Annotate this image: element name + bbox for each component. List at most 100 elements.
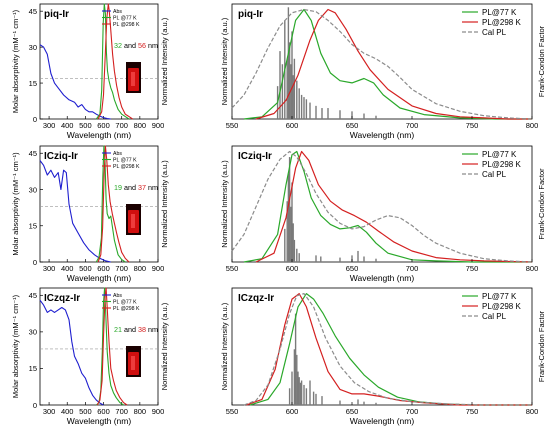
right-panel-3-y-axis-label: Normalized Intensity (a.u.): [220, 302, 229, 390]
left-panel-1-annotation-unit: nm: [148, 41, 158, 50]
left-panel-3-y-tick-label: 30: [29, 328, 37, 337]
left-panel-1-x-tick-label: 900: [152, 121, 165, 130]
left-panel-1-x-tick-label: 500: [79, 121, 92, 130]
left-panel-1-vial-highlight: [131, 72, 135, 86]
left-panel-2-legend-label: PL @77 K: [113, 158, 137, 164]
left-panel-3-x-tick-label: 400: [61, 407, 74, 416]
left-panel-2-x-tick-label: 300: [43, 264, 56, 273]
left-panel-1-x-tick-label: 800: [134, 121, 147, 130]
left-panel-2-title: ICziq-Ir: [44, 151, 78, 162]
left-panel-2-annotation-unit: nm: [148, 183, 158, 192]
left-panel-2-x-axis-label: Wavelength (nm): [67, 273, 132, 283]
left-panel-3-annotation-value-77k: 21: [114, 325, 122, 334]
left-panel-1-frame: [39, 3, 159, 120]
left-panel-3-legend-label: Abs: [113, 293, 122, 299]
left-panel-2-x-tick-label: 400: [61, 264, 74, 273]
right-panel-3-x-axis-label: Wavelength (nm): [350, 416, 415, 426]
right-panel-2-x-tick-label: 550: [226, 264, 239, 273]
left-panel-2-annotation-value-298k: 37: [138, 183, 146, 192]
right-panel-1-x-tick-label: 550: [226, 121, 239, 130]
right-panel-1-x-tick-label: 750: [466, 121, 479, 130]
left-panel-3-annotation-unit: nm: [148, 325, 158, 334]
right-panel-2-series-pl77: [243, 150, 532, 263]
right-panel-1-series-pl77: [243, 8, 532, 120]
right-panel-3-x-tick-label: 650: [346, 407, 359, 416]
left-panel-2-y2-axis-label: Normalized Intensity (a.u.): [160, 160, 169, 248]
left-panel-1-y-tick-label: 0: [33, 115, 37, 124]
left-panel-3-y2-axis-label: Normalized Intensity (a.u.): [160, 302, 169, 390]
left-panel-2-y-tick-label: 15: [29, 222, 37, 231]
right-panel-3-legend-label: PL@77 K: [482, 292, 517, 301]
left-panel-2-x-tick-label: 600: [97, 264, 110, 273]
right-panel-3-legend-label: PL@298 K: [482, 302, 521, 311]
left-panel-3-y-tick-label: 15: [29, 364, 37, 373]
left-panel-3-y-tick-label: 0: [33, 401, 37, 410]
right-panel-1-x-tick-label: 600: [286, 121, 299, 130]
left-panel-2-legend-label: PL @298 K: [113, 164, 140, 170]
right-panel-1-x-tick-label: 700: [406, 121, 419, 130]
left-panel-3-legend-label: PL @298 K: [113, 306, 140, 312]
left-panel-2-legend-label: Abs: [113, 151, 122, 157]
left-panel-1-y2-axis-label: Normalized Intensity (a.u.): [160, 17, 169, 105]
left-panel-3-x-tick-label: 300: [43, 407, 56, 416]
left-panel-2-series-pl298: [97, 145, 130, 263]
left-panel-3-series-abs: [39, 299, 104, 406]
left-panel-2-y-tick-label: 0: [33, 258, 37, 267]
right-panel-1-legend-label: Cal PL: [482, 28, 507, 37]
left-panel-3-annotation-and: and: [124, 325, 136, 334]
right-panel-1-legend-label: PL@77 K: [482, 8, 517, 17]
right-panel-2-x-tick-label: 700: [406, 264, 419, 273]
left-panel-1-x-axis-label: Wavelength (nm): [67, 130, 132, 140]
right-panel-1-x-tick-label: 650: [346, 121, 359, 130]
left-panel-2-series-pl77: [95, 145, 126, 263]
left-panel-3-vial-highlight: [131, 356, 135, 370]
left-panel-1-y-tick-label: 15: [29, 79, 37, 88]
left-panel-1-y-axis-label: Molar absorptivity (mM⁻¹ cm⁻¹): [11, 9, 20, 113]
left-panel-3-legend-label: PL @77 K: [113, 300, 137, 306]
right-panel-1-series-pl298: [255, 8, 532, 120]
right-panel-3-title: ICzqz-Ir: [238, 293, 274, 304]
right-panel-2-series-pl298: [255, 150, 533, 263]
right-panel-3-x-tick-label: 750: [466, 407, 479, 416]
left-panel-3-y-axis-label: Molar absorptivity (mM⁻¹ cm⁻¹): [11, 294, 20, 398]
left-panel-2-y-axis-label: Molar absorptivity (mM⁻¹ cm⁻¹): [11, 152, 20, 256]
right-panel-3-frame: [231, 287, 533, 406]
left-panel-3-x-tick-label: 600: [97, 407, 110, 416]
left-panel-2-x-tick-label: 800: [134, 264, 147, 273]
right-panel-3-x-tick-label: 800: [526, 407, 539, 416]
left-panel-3-series-pl77: [95, 287, 124, 406]
left-panel-3-title: ICzqz-Ir: [44, 293, 80, 304]
right-panel-2-legend-label: PL@77 K: [482, 150, 517, 159]
left-panel-2-annotation-and: and: [124, 183, 136, 192]
right-panel-1-x-tick-label: 800: [526, 121, 539, 130]
left-panel-2-y-tick-label: 45: [29, 149, 37, 158]
left-panel-3-x-tick-label: 700: [115, 407, 128, 416]
left-panel-1-x-tick-label: 700: [115, 121, 128, 130]
left-panel-1-y-tick-label: 45: [29, 7, 37, 16]
right-panel-3-x-tick-label: 550: [226, 407, 239, 416]
left-panel-3-frame: [39, 287, 159, 406]
right-panel-2-frame: [231, 145, 533, 263]
left-panel-2-series-abs: [39, 160, 111, 263]
left-panel-1-annotation-value-298k: 56: [138, 41, 146, 50]
right-panel-3-x-tick-label: 700: [406, 407, 419, 416]
left-panel-3-x-tick-label: 900: [152, 407, 165, 416]
right-panel-2-x-tick-label: 650: [346, 264, 359, 273]
left-panel-2-vial-highlight: [131, 214, 135, 228]
right-panel-2-x-tick-label: 750: [466, 264, 479, 273]
right-panel-1-series-calpl: [231, 8, 533, 120]
left-panel-2-x-tick-label: 900: [152, 264, 165, 273]
left-panel-2-frame: [39, 145, 159, 263]
right-panel-2-x-axis-label: Wavelength (nm): [350, 273, 415, 283]
right-panel-2-y-axis-label: Normalized Intensity (a.u.): [220, 160, 229, 248]
left-panel-1-legend-label: Abs: [113, 9, 122, 15]
left-panel-2-x-tick-label: 700: [115, 264, 128, 273]
right-panel-3-x-tick-label: 600: [286, 407, 299, 416]
left-panel-1-x-tick-label: 400: [61, 121, 74, 130]
right-panel-2-legend-label: Cal PL: [482, 170, 507, 179]
left-panel-2-y-tick-label: 30: [29, 185, 37, 194]
right-panel-2-legend-label: PL@298 K: [482, 160, 521, 169]
left-panel-1-title: piq-Ir: [44, 9, 69, 20]
